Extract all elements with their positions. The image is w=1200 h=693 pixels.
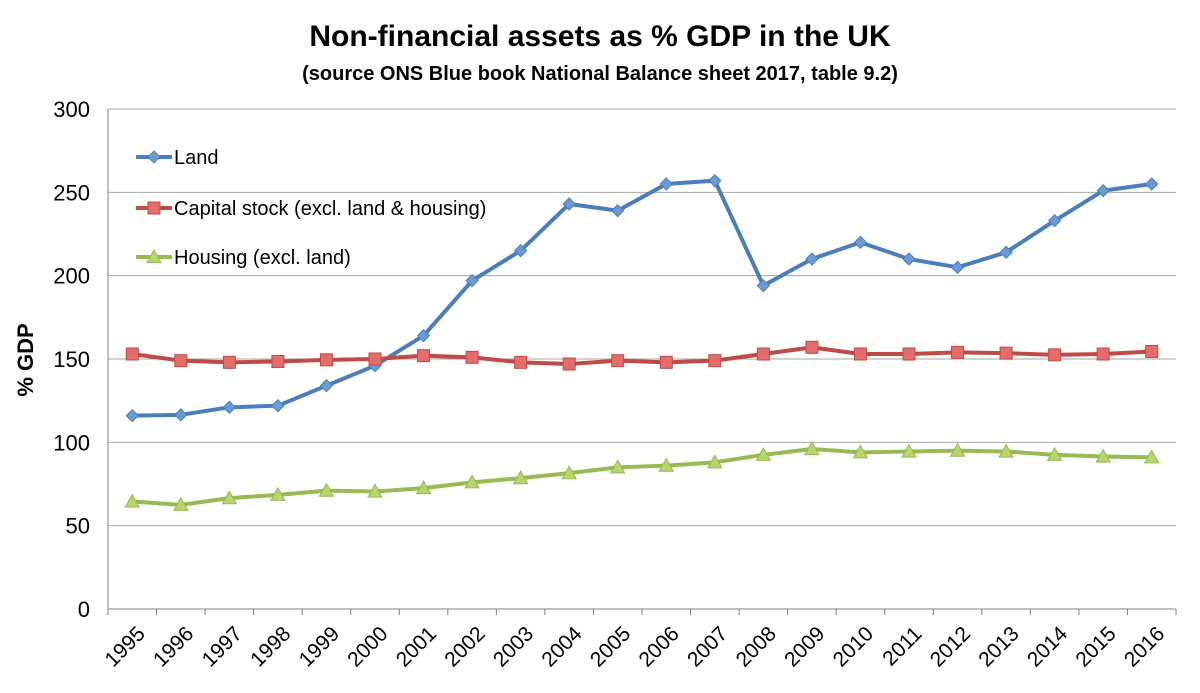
data-point — [368, 352, 382, 366]
data-point — [1046, 446, 1063, 461]
y-tick-label: 150 — [53, 347, 90, 372]
data-point — [902, 347, 916, 361]
series-2 — [124, 440, 1160, 511]
legend: Land Capital stock (excl. land & housing)… — [136, 147, 486, 269]
data-point — [318, 482, 335, 497]
data-point — [999, 245, 1013, 260]
data-point — [271, 398, 285, 413]
data-point — [562, 197, 576, 211]
data-point — [561, 465, 578, 480]
series-line — [132, 447, 1152, 507]
series-1 — [125, 340, 1159, 371]
data-point — [1145, 345, 1159, 358]
data-point — [804, 440, 820, 456]
data-point — [998, 443, 1014, 458]
data-point — [950, 260, 965, 275]
data-point — [222, 400, 237, 415]
legend-label: Housing (excl. land) — [174, 247, 351, 269]
gridlines — [108, 108, 1176, 527]
y-tick-label: 50 — [66, 514, 90, 539]
data-point — [706, 454, 723, 469]
data-point — [465, 273, 479, 288]
data-point — [1145, 177, 1159, 191]
data-point — [805, 252, 819, 266]
data-point — [172, 496, 189, 511]
data-point — [853, 235, 868, 250]
data-point — [221, 490, 238, 505]
data-point — [174, 408, 188, 422]
data-point — [901, 443, 917, 458]
y-tick-label: 200 — [53, 264, 90, 289]
series-lines — [124, 173, 1160, 511]
data-point — [1096, 347, 1110, 361]
data-point — [417, 349, 431, 363]
data-point — [464, 474, 480, 489]
y-tick-label: 300 — [53, 97, 90, 122]
data-point — [174, 354, 188, 368]
series-0 — [125, 173, 1159, 423]
data-point — [222, 355, 236, 369]
data-point — [1143, 449, 1160, 464]
y-axis-label: % GDP — [13, 323, 38, 396]
data-point — [805, 340, 819, 354]
legend-item-1: Capital stock (excl. land & housing) — [136, 198, 486, 220]
data-point — [999, 346, 1013, 360]
legend-item-0: Land — [136, 147, 219, 169]
data-point — [658, 457, 675, 472]
y-tick-label: 250 — [53, 180, 90, 205]
data-point — [465, 350, 479, 364]
legend-label: Land — [174, 147, 219, 169]
data-point — [756, 347, 770, 361]
chart-subtitle: (source ONS Blue book National Balance s… — [302, 63, 898, 85]
data-point — [125, 347, 139, 361]
data-point — [416, 328, 431, 343]
data-point — [951, 345, 965, 359]
data-point — [708, 173, 722, 188]
data-point — [755, 446, 772, 461]
legend-swatch-marker — [147, 201, 161, 215]
data-point — [367, 483, 383, 498]
data-point — [1048, 348, 1062, 362]
data-point — [124, 493, 141, 508]
data-point — [562, 357, 576, 371]
data-point — [125, 408, 139, 423]
data-point — [1047, 213, 1062, 228]
series-line — [132, 345, 1152, 366]
data-point — [852, 444, 869, 459]
series-line — [132, 178, 1152, 418]
data-point — [514, 355, 528, 369]
legend-label: Capital stock (excl. land & housing) — [174, 198, 486, 220]
data-point — [949, 442, 966, 457]
data-point — [853, 347, 867, 361]
data-point — [756, 278, 771, 293]
y-tick-label: 100 — [53, 430, 90, 455]
data-point — [270, 486, 286, 501]
data-point — [1096, 183, 1110, 198]
y-tick-label: 0 — [78, 597, 90, 622]
axes — [107, 109, 1177, 615]
legend-swatch-marker — [146, 248, 162, 264]
data-point — [319, 353, 333, 367]
data-point — [512, 470, 529, 485]
data-point — [611, 203, 625, 218]
data-point — [659, 177, 673, 191]
data-point — [1095, 448, 1112, 463]
legend-swatch-marker — [147, 150, 161, 164]
data-point — [415, 480, 432, 495]
data-point — [513, 243, 528, 258]
y-tick-labels: 0 50 100 150 200 250 300 — [53, 97, 90, 622]
data-point — [609, 459, 626, 474]
data-point — [611, 354, 625, 368]
data-point — [708, 354, 722, 368]
data-point — [271, 355, 285, 368]
data-point — [319, 378, 334, 393]
data-point — [902, 252, 916, 266]
data-point — [659, 355, 673, 369]
chart-title: Non-financial assets as % GDP in the UK — [309, 20, 891, 53]
legend-item-2: Housing (excl. land) — [136, 247, 351, 269]
